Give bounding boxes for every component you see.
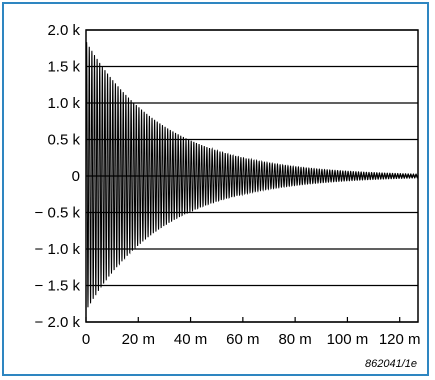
y-tick-label-1: 1.5 k [47, 59, 80, 76]
x-tick-label-3: 60 m [226, 331, 259, 348]
x-tick-label-5: 100 m [327, 331, 369, 348]
x-tick-label-0: 0 [82, 331, 90, 348]
chart-svg: 2.0 k 1.5 k 1.0 k 0.5 k 0 − 0.5 k − 1.0 k − 1.5… [35, 22, 421, 370]
y-tick-label-0: 2.0 k [47, 22, 80, 39]
signal-trace [85, 42, 419, 308]
y-tick-label-2: 1.0 k [47, 95, 80, 112]
figure-reference: 862041/1e [365, 358, 417, 370]
y-tick-label-3: 0.5 k [47, 132, 80, 149]
series-line-0 [85, 42, 419, 308]
y-tick-label-4: 0 [72, 168, 80, 185]
y-tick-label-7: − 1.5 k [35, 278, 81, 295]
y-tick-label-8: − 2.0 k [35, 314, 81, 331]
x-tick-label-6: 120 m [379, 331, 421, 348]
x-axis-ticks: 0 20 m 40 m 60 m 80 m 100 m 120 m [82, 317, 421, 348]
x-tick-label-1: 20 m [122, 331, 155, 348]
chart-frame: 2.0 k 1.5 k 1.0 k 0.5 k 0 − 0.5 k − 1.0 k − 1.5… [2, 2, 429, 376]
y-axis-ticks: 2.0 k 1.5 k 1.0 k 0.5 k 0 − 0.5 k − 1.0 k − 1.5… [35, 22, 81, 331]
y-tick-label-5: − 0.5 k [35, 205, 81, 222]
x-tick-label-2: 40 m [174, 331, 207, 348]
x-tick-label-4: 80 m [278, 331, 311, 348]
y-tick-label-6: − 1.0 k [35, 241, 81, 258]
plot-area-border [85, 29, 419, 323]
